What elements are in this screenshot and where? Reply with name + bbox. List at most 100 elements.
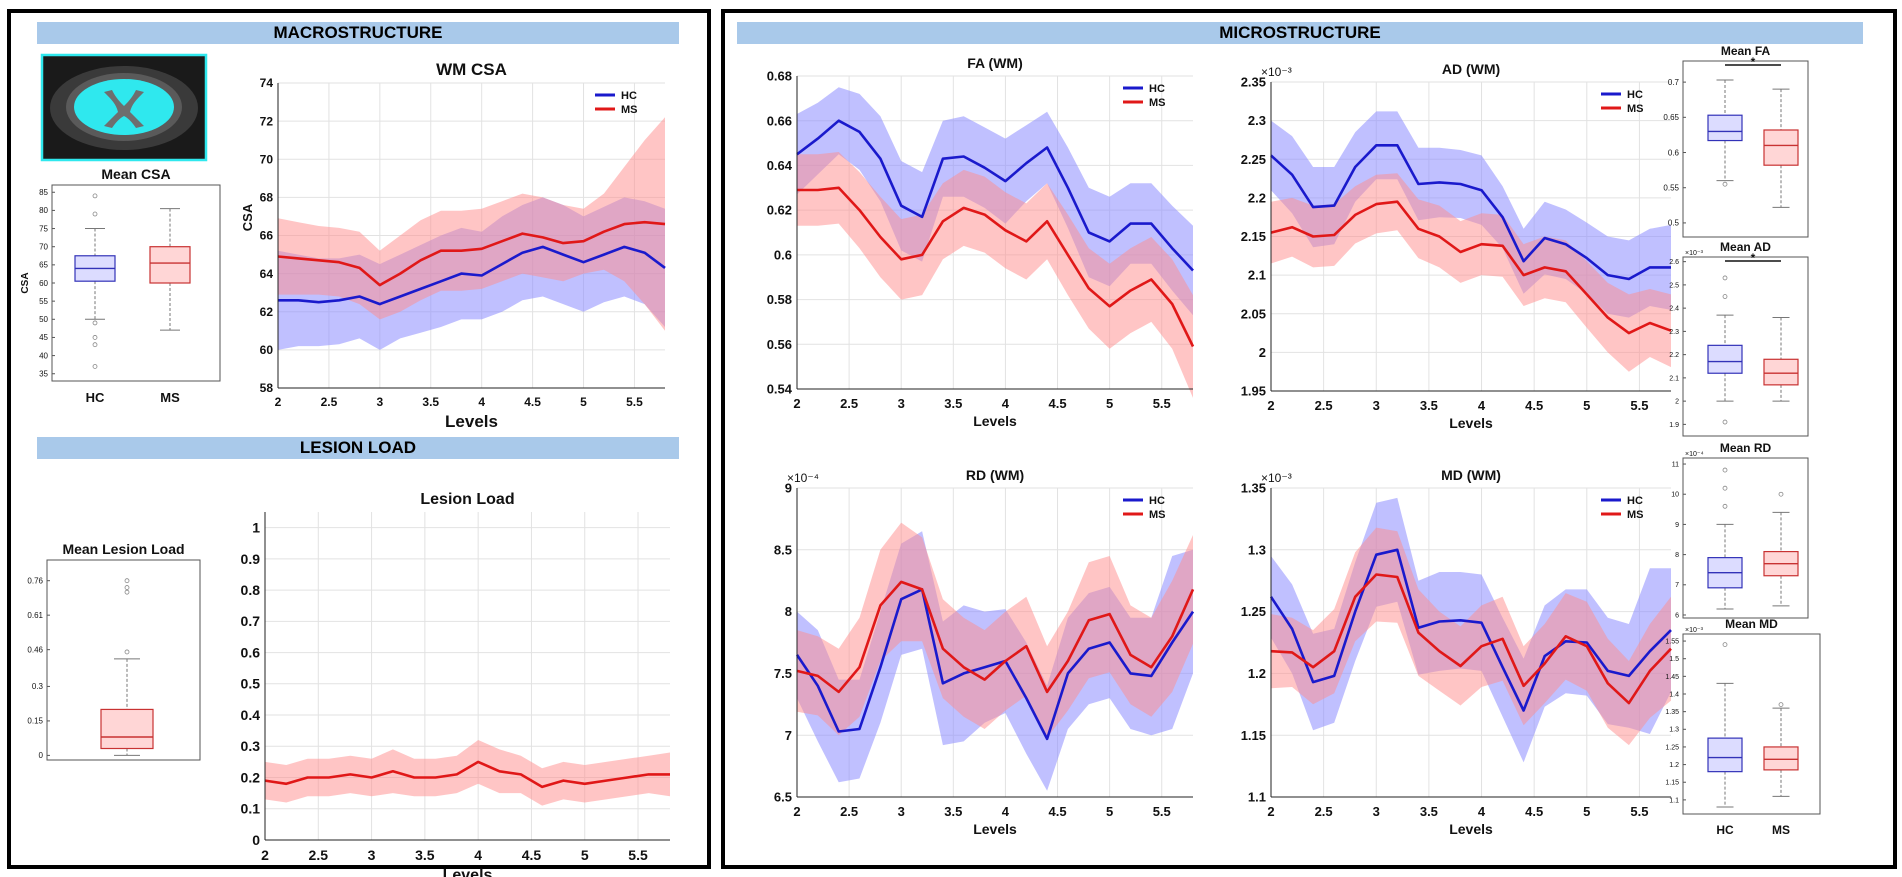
meanad-hc-outlier xyxy=(1722,419,1728,425)
fa-xtick-label: 5 xyxy=(1106,396,1113,411)
rd-exponent: ×10⁻⁴ xyxy=(787,471,819,485)
meanad-ms-box xyxy=(1763,358,1799,386)
fa-ytick-label: 0.6 xyxy=(774,247,792,262)
wmcsa-ytick-label: 68 xyxy=(260,191,274,205)
meanlesion-ms-outlier xyxy=(124,649,130,655)
rd-xtick-label: 2 xyxy=(793,804,800,819)
wmcsa-ylabel: CSA xyxy=(240,203,255,231)
meanmd-category-hc: HC xyxy=(1716,823,1734,837)
ad-ytick-label: 2.3 xyxy=(1248,113,1266,128)
meanad-title: Mean AD xyxy=(1720,240,1771,254)
meanlesion-ytick-label: 0.15 xyxy=(27,717,43,726)
meanfa-hc-outlier xyxy=(1722,181,1728,187)
meanmd-ytick-label: 1.3 xyxy=(1669,727,1679,734)
ad-ytick-label: 2.15 xyxy=(1241,229,1266,244)
microstructure-banner: MICROSTRUCTURE xyxy=(737,22,1863,44)
meanrd-exponent: ×10⁻⁴ xyxy=(1685,451,1704,458)
meanlesion-title: Mean Lesion Load xyxy=(62,541,184,557)
meanmd-ytick-label: 1.5 xyxy=(1669,656,1679,663)
meancsa-hc-outlier xyxy=(92,335,98,340)
rd-xtick-label: 5.5 xyxy=(1153,804,1171,819)
meanlesion-chart: 0 0.15 0.3 0.46 0.61 0.76 Mean Lesion Load xyxy=(27,541,201,761)
meanmd-ytick-label: 1.2 xyxy=(1669,762,1679,769)
meanad-ytick-label: 2.2 xyxy=(1669,352,1679,359)
lesion-ytick-label: 0.7 xyxy=(241,613,261,629)
meanad-hc-outlier xyxy=(1722,275,1728,281)
ad-xtick-label: 4.5 xyxy=(1525,398,1543,413)
meanmd-ms-box xyxy=(1763,746,1799,771)
meanrd-chart: 6 7 8 9 10 11 ×10⁻⁴ Mean RD xyxy=(1671,441,1809,619)
meanlesion-ms-outlier xyxy=(124,578,130,584)
wmcsa-ytick-label: 70 xyxy=(260,152,274,166)
ad-ytick-label: 2.25 xyxy=(1241,152,1266,167)
meancsa-ytick-label: 85 xyxy=(39,188,48,197)
lesion-ytick-label: 0.3 xyxy=(241,738,261,754)
fa-ytick-label: 0.54 xyxy=(767,382,793,397)
meancsa-ytick-label: 55 xyxy=(39,297,48,306)
lesion-xlabel: Levels xyxy=(443,867,493,877)
meancsa-category-ms: MS xyxy=(160,390,180,405)
rd-ytick-label: 8 xyxy=(785,604,792,619)
meanfa-chart: 0.5 0.55 0.6 0.65 0.7 Mean FA* xyxy=(1663,44,1809,238)
meanlesion-ms-outlier xyxy=(124,589,130,595)
wmcsa-hc-line xyxy=(278,245,666,306)
lesion-ytick-label: 0.9 xyxy=(241,551,261,567)
wmcsa-ytick-label: 66 xyxy=(260,229,274,243)
lesion-title: Lesion Load xyxy=(420,491,514,508)
lesion-ytick-label: 0.1 xyxy=(241,801,261,817)
meanlesion-ytick-label: 0.61 xyxy=(27,611,43,620)
wmcsa-xtick-label: 5.5 xyxy=(626,395,643,409)
meanlesion-ytick-label: 0.3 xyxy=(32,682,44,691)
wmcsa-xtick-label: 5 xyxy=(580,395,587,409)
md-xtick-label: 4 xyxy=(1478,804,1486,819)
md-title: MD (WM) xyxy=(1441,467,1501,483)
ad-xtick-label: 2 xyxy=(1267,398,1274,413)
lesion-xtick-label: 2.5 xyxy=(309,847,329,863)
wmcsa-xtick-label: 4 xyxy=(478,395,485,409)
meancsa-ytick-label: 45 xyxy=(39,333,48,342)
meanad-significance-mark: * xyxy=(1751,251,1756,265)
fa-ms-band xyxy=(797,152,1193,398)
meancsa-chart: 35 40 45 50 55 60 65 70 75 80 85 CSA Mean CSA HC MS xyxy=(20,166,221,405)
lesion-xtick-label: 4 xyxy=(474,847,482,863)
meanrd-hc-outlier xyxy=(1722,467,1728,473)
md-exponent: ×10⁻³ xyxy=(1261,471,1292,485)
wmcsa-ytick-label: 64 xyxy=(260,267,274,281)
wmcsa-legend-label-hc: HC xyxy=(621,90,637,102)
meanmd-hc-outlier xyxy=(1722,642,1728,647)
rd-ytick-label: 8.5 xyxy=(774,542,792,557)
ad-ms-line xyxy=(1270,200,1672,335)
meanlesion-ms-outlier xyxy=(124,585,130,590)
wmcsa-xtick-label: 3.5 xyxy=(422,395,439,409)
ad-hc-line xyxy=(1270,144,1671,281)
rd-xtick-label: 2.5 xyxy=(840,804,858,819)
ad-ytick-label: 2 xyxy=(1259,345,1266,360)
meanlesion-ytick-label: 0.46 xyxy=(27,645,43,654)
ad-xtick-label: 2.5 xyxy=(1315,398,1333,413)
wmcsa-xtick-label: 4.5 xyxy=(524,395,541,409)
fa-ytick-label: 0.62 xyxy=(767,203,792,218)
rd-xtick-label: 4.5 xyxy=(1048,804,1066,819)
meanfa-ytick-label: 0.55 xyxy=(1663,184,1679,193)
ad-ytick-label: 2.35 xyxy=(1241,75,1266,90)
ad-xtick-label: 3 xyxy=(1373,398,1380,413)
md-legend-label-hc: HC xyxy=(1627,495,1643,507)
meanfa-ytick-label: 0.65 xyxy=(1663,113,1679,122)
lesion-ytick-label: 0.2 xyxy=(241,769,261,785)
wmcsa-xtick-label: 2 xyxy=(275,395,282,409)
ad-xtick-label: 4 xyxy=(1478,398,1486,413)
wmcsa-xtick-label: 3 xyxy=(376,395,383,409)
rd-xtick-label: 3.5 xyxy=(944,804,962,819)
rd-xlabel: Levels xyxy=(973,821,1017,837)
wmcsa-ytick-label: 62 xyxy=(260,305,274,319)
meanmd-ytick-label: 1.55 xyxy=(1665,639,1679,646)
md-xlabel: Levels xyxy=(1449,821,1493,837)
meanmd-plot-frame xyxy=(1682,633,1821,815)
meancsa-category-hc: HC xyxy=(86,390,105,405)
fa-xtick-label: 3.5 xyxy=(944,396,962,411)
meancsa-title: Mean CSA xyxy=(101,166,170,182)
md-xtick-label: 2.5 xyxy=(1315,804,1333,819)
fa-xtick-label: 4.5 xyxy=(1048,396,1066,411)
meanrd-ytick-label: 7 xyxy=(1675,582,1679,589)
